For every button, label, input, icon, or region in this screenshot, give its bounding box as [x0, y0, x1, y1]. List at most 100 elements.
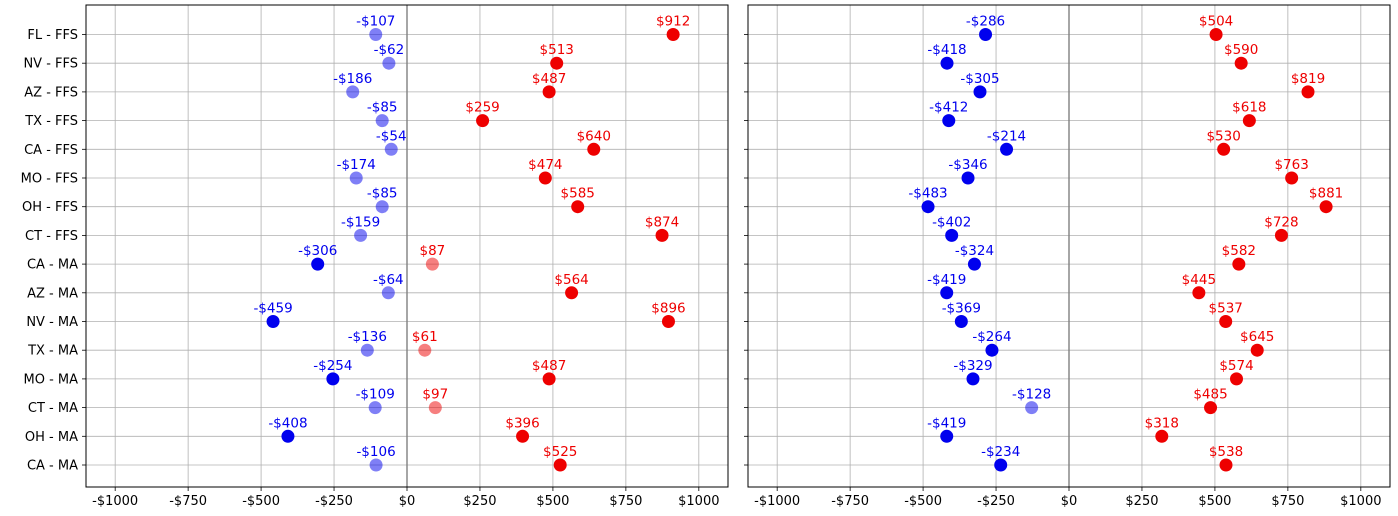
data-label: $537	[1209, 301, 1243, 317]
data-label: $513	[540, 42, 574, 58]
data-label: -$64	[373, 272, 404, 288]
data-point	[346, 85, 360, 99]
x-tick-label: $500	[536, 494, 569, 509]
data-point	[1217, 142, 1231, 156]
data-point	[1250, 343, 1264, 357]
data-label: $445	[1182, 272, 1216, 288]
data-point	[375, 200, 389, 214]
y-tick-label: AZ - MA	[27, 286, 78, 301]
y-tick-label: MO - FFS	[21, 172, 78, 187]
data-label: $763	[1274, 157, 1308, 173]
data-point	[1155, 429, 1169, 443]
data-label: -$419	[927, 415, 966, 431]
data-point	[476, 114, 490, 128]
data-point	[425, 257, 439, 271]
y-tick-label: CA - MA	[27, 459, 78, 474]
data-label: -$329	[953, 358, 992, 374]
data-point	[368, 401, 382, 415]
data-label: $487	[532, 358, 566, 374]
data-label: $564	[554, 272, 588, 288]
data-label: -$128	[1012, 387, 1051, 403]
y-tick-label: CT - MA	[28, 401, 78, 416]
data-point	[281, 429, 295, 443]
data-point	[360, 343, 374, 357]
data-point	[354, 228, 368, 242]
x-tick-label: $500	[1198, 494, 1231, 509]
data-point	[967, 257, 981, 271]
data-point	[994, 458, 1008, 472]
y-tick-label: TX - MA	[27, 344, 78, 359]
data-label: -$159	[341, 214, 380, 230]
data-label: $728	[1264, 214, 1298, 230]
data-label: -$418	[927, 42, 966, 58]
x-tick-label: -$250	[977, 494, 1015, 509]
data-point	[311, 257, 325, 271]
y-tick-label: NV - MA	[26, 315, 78, 330]
data-label: $87	[419, 243, 445, 259]
data-label: $530	[1206, 128, 1240, 144]
data-label: $318	[1145, 415, 1179, 431]
y-tick-label: FL - FFS	[27, 28, 78, 43]
y-tick-label: TX - FFS	[24, 114, 78, 129]
data-point	[1230, 372, 1244, 386]
data-label: $874	[645, 214, 679, 230]
data-point	[550, 56, 564, 70]
x-tick-label: -$250	[315, 494, 353, 509]
axes-frame	[85, 4, 729, 488]
data-label: -$408	[268, 415, 307, 431]
data-point	[1234, 56, 1248, 70]
data-label: -$402	[932, 214, 971, 230]
axes-frame	[747, 4, 1391, 488]
x-tick-label: -$750	[169, 494, 207, 509]
data-label: $97	[422, 387, 448, 403]
data-point	[1219, 458, 1233, 472]
x-tick-label: $250	[463, 494, 496, 509]
data-point	[428, 401, 442, 415]
data-point	[945, 228, 959, 242]
data-label: $487	[532, 71, 566, 87]
data-label: $538	[1209, 444, 1243, 460]
data-label: -$306	[298, 243, 337, 259]
data-point	[382, 56, 396, 70]
x-tick-label: -$500	[242, 494, 280, 509]
data-label: -$369	[942, 301, 981, 317]
data-point	[1319, 200, 1333, 214]
data-label: $585	[561, 186, 595, 202]
x-tick-label: -$500	[904, 494, 942, 509]
data-point	[655, 228, 669, 242]
x-tick-label: $750	[609, 494, 642, 509]
data-label: -$412	[929, 100, 968, 116]
data-point	[1025, 401, 1039, 415]
data-label: $819	[1291, 71, 1325, 87]
y-tick-label: CT - FFS	[25, 229, 78, 244]
data-point	[1301, 85, 1315, 99]
data-label: $574	[1219, 358, 1253, 374]
data-label: -$85	[367, 186, 398, 202]
y-tick-label: CA - MA	[27, 258, 78, 273]
data-label: $618	[1232, 100, 1266, 116]
data-label: $504	[1199, 14, 1233, 30]
data-point	[1204, 401, 1218, 415]
data-label: $61	[412, 329, 438, 345]
data-label: $396	[505, 415, 539, 431]
data-label: $525	[543, 444, 577, 460]
data-label: $645	[1240, 329, 1274, 345]
x-tick-label: $250	[1125, 494, 1158, 509]
data-point	[326, 372, 340, 386]
data-point	[1000, 142, 1014, 156]
data-point	[587, 142, 601, 156]
data-point	[666, 28, 680, 41]
data-label: -$85	[367, 100, 398, 116]
data-point	[538, 171, 552, 185]
data-point	[973, 85, 987, 99]
data-label: -$54	[376, 128, 407, 144]
data-label: -$174	[337, 157, 376, 173]
data-label: -$419	[927, 272, 966, 288]
x-tick-label: $0	[1061, 494, 1078, 509]
data-label: -$62	[374, 42, 405, 58]
data-label: -$286	[966, 14, 1005, 30]
data-point	[369, 28, 383, 41]
data-point	[1192, 286, 1206, 300]
data-point	[516, 429, 530, 443]
data-point	[1232, 257, 1246, 271]
